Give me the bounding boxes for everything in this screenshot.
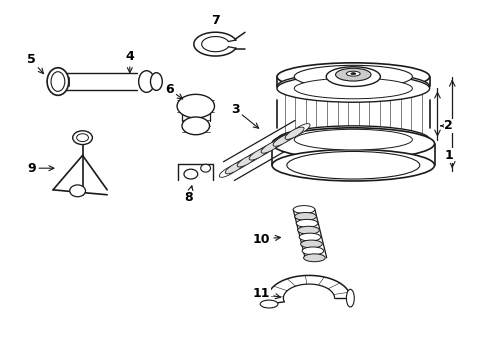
Ellipse shape xyxy=(285,127,304,139)
Ellipse shape xyxy=(336,68,371,81)
Ellipse shape xyxy=(346,71,360,76)
Text: 11: 11 xyxy=(253,287,280,300)
Text: 3: 3 xyxy=(231,103,259,128)
Ellipse shape xyxy=(291,123,310,136)
Ellipse shape xyxy=(47,68,69,95)
Ellipse shape xyxy=(249,148,268,160)
Ellipse shape xyxy=(54,73,62,90)
Ellipse shape xyxy=(297,226,319,234)
Ellipse shape xyxy=(73,131,93,145)
Ellipse shape xyxy=(261,141,280,153)
Ellipse shape xyxy=(296,219,318,227)
Ellipse shape xyxy=(294,129,413,150)
Ellipse shape xyxy=(277,75,430,102)
Ellipse shape xyxy=(243,151,262,163)
Text: 9: 9 xyxy=(27,162,54,175)
Ellipse shape xyxy=(70,185,85,197)
Ellipse shape xyxy=(220,165,239,177)
Text: 10: 10 xyxy=(253,233,280,246)
Ellipse shape xyxy=(184,169,198,179)
Text: 8: 8 xyxy=(185,186,193,204)
Ellipse shape xyxy=(293,206,315,213)
Ellipse shape xyxy=(76,134,89,141)
Ellipse shape xyxy=(299,233,321,241)
Ellipse shape xyxy=(272,149,435,181)
Ellipse shape xyxy=(301,240,322,248)
Ellipse shape xyxy=(225,162,245,174)
Ellipse shape xyxy=(267,138,286,150)
Ellipse shape xyxy=(277,126,430,153)
Ellipse shape xyxy=(260,300,278,308)
Ellipse shape xyxy=(231,158,250,170)
Ellipse shape xyxy=(294,78,413,99)
Ellipse shape xyxy=(177,94,215,118)
Text: 7: 7 xyxy=(211,14,220,27)
Ellipse shape xyxy=(201,164,211,172)
Ellipse shape xyxy=(304,254,325,262)
Ellipse shape xyxy=(294,212,317,220)
Ellipse shape xyxy=(273,134,292,146)
Ellipse shape xyxy=(346,289,354,307)
Text: 2: 2 xyxy=(441,120,453,132)
Ellipse shape xyxy=(237,154,256,167)
Text: 1: 1 xyxy=(444,149,453,162)
Ellipse shape xyxy=(255,144,274,157)
Ellipse shape xyxy=(139,71,154,93)
Ellipse shape xyxy=(150,73,162,90)
Ellipse shape xyxy=(302,247,324,255)
Text: 6: 6 xyxy=(165,83,183,99)
Ellipse shape xyxy=(277,73,430,100)
Ellipse shape xyxy=(277,63,430,90)
Text: 5: 5 xyxy=(27,53,44,73)
Ellipse shape xyxy=(279,130,298,143)
Ellipse shape xyxy=(272,128,435,159)
Ellipse shape xyxy=(51,72,65,91)
Ellipse shape xyxy=(326,67,380,86)
Ellipse shape xyxy=(351,73,356,75)
Ellipse shape xyxy=(182,117,210,135)
Text: 4: 4 xyxy=(125,50,134,73)
Ellipse shape xyxy=(294,65,413,88)
Ellipse shape xyxy=(287,152,420,179)
